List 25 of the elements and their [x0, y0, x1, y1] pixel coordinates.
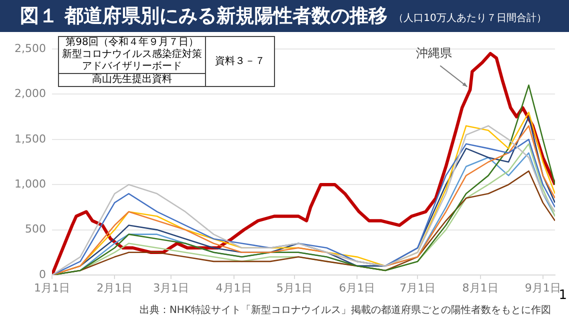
x-tick-label: 1月1日 — [34, 281, 70, 294]
source-note: 出典：NHK特設サイト「新型コロナウイルス」掲載の都道府県ごとの陽性者数をもとに作図 — [139, 304, 551, 317]
x-tick-label: 8月1日 — [462, 281, 498, 294]
chart-title: 図１ 都道府県別にみる新規陽性者数の推移 — [20, 4, 388, 29]
annotation: 高山先生提出資料 — [58, 74, 206, 86]
text: 第98回（令和４年９月７日） — [66, 37, 198, 48]
y-tick-label: 1,000 — [14, 177, 46, 190]
x-tick-label: 9月1日 — [524, 281, 561, 294]
x-tick-label: 3月1日 — [153, 281, 190, 294]
y-tick-label: 1,500 — [14, 132, 46, 146]
chart-subtitle: （人口10万人あたり７日間合計） — [394, 12, 546, 25]
annotation: アドバイザリーボード — [82, 61, 182, 72]
y-tick-label: 500 — [25, 222, 46, 236]
y-tick-label: 0 — [39, 268, 46, 281]
x-tick-label: 5月1日 — [276, 281, 312, 294]
x-tick-label: 6月1日 — [339, 281, 376, 294]
series-label: 沖縄県 — [416, 46, 452, 60]
annotation: 資料３－７ — [206, 36, 274, 86]
y-tick-label: 2,000 — [14, 87, 46, 100]
text: 1 — [558, 288, 567, 303]
y-tick-label: 2,500 — [14, 42, 46, 55]
x-tick-label: 4月1日 — [216, 281, 252, 294]
x-tick-label: 2月1日 — [96, 281, 133, 294]
annotation: 新型コロナウイルス感染症対策 — [62, 49, 202, 60]
x-tick-label: 7月1日 — [400, 281, 436, 294]
